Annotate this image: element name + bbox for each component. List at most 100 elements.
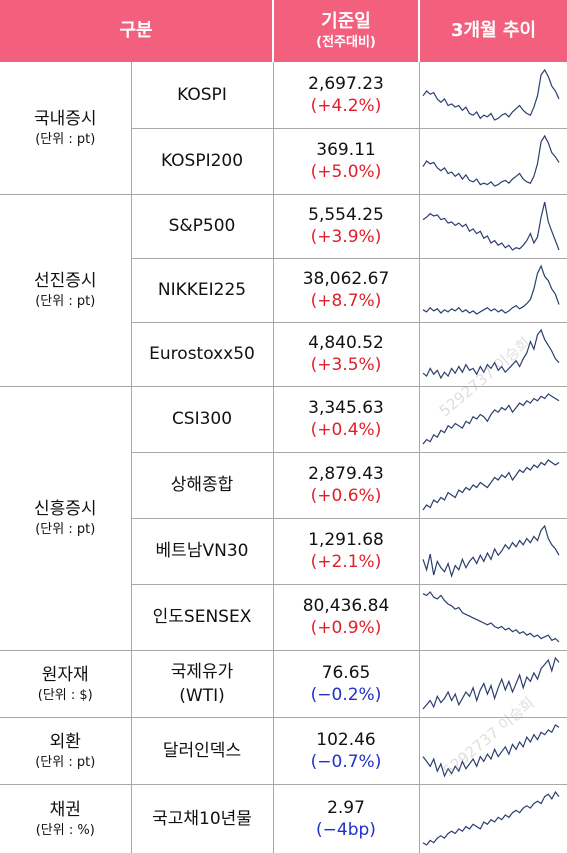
item-name: NIKKEI225 [157,280,247,300]
base-value: 5,554.25 [308,205,384,225]
sparkline-chart [421,524,560,579]
item-name: 인도SENSEX [152,607,252,627]
item-name-cell: 베트남VN30 [131,517,274,584]
base-value: 3,345.63 [308,398,384,418]
category-name: 국내증시 [33,108,97,129]
category-cell: 외환 (단위 : pt) [0,716,132,784]
item-name-cell: 달러인덱스 [131,716,274,784]
header-row: 구분 기준일 (전주대비) 3개월 추이 [0,0,567,62]
base-value: 2,879.43 [308,464,384,484]
item-name: 국제유가 [170,661,234,682]
item-name: 달러인덱스 [162,740,242,761]
table-row: 신흥증시 (단위 : pt) CSI300 3,345.63 (+0.4%) [0,385,567,650]
sparkline-chart [422,264,560,315]
sparkline-line [422,656,559,710]
sparkline-cell [419,583,567,650]
category-name: 신흥증시 [33,499,97,519]
table-row: NIKKEI225 38,062.67 (+8.7%) [0,257,567,322]
category-name: 채권 [49,799,81,820]
sparkline-line [421,134,560,187]
table-row: 베트남VN30 1,291.68 (+2.1%) [0,517,567,584]
value-cell: 2,879.43 (+0.6%) [273,451,420,518]
table-row: Eurostoxx50 4,840.52 (+3.5%) [0,321,567,386]
item-name-cell: NIKKEI225 [131,257,274,322]
sparkline-chart [422,68,560,121]
item-name-cell: Eurostoxx50 [131,321,274,386]
category-unit: (단위 : pt) [35,754,96,770]
sparkline-cell [419,451,567,518]
category-unit: (단위 : pt) [35,522,96,537]
item-name-cell: CSI300 [131,385,274,452]
sparkline-line [422,459,559,511]
category-cell: 선진증시 (단위 : pt) [0,193,132,386]
weekly-change: (+3.9%) [310,227,382,247]
item-name-cell: 국고채10년물 [131,783,274,853]
item-name: CSI300 [171,409,233,429]
header-category: 구분 [0,0,273,62]
weekly-change: (+3.5%) [310,355,382,375]
weekly-change: (+0.4%) [310,420,382,440]
table-row: 선진증시 (단위 : pt) S&P500 5,554.25 (+3.9%) [0,193,567,386]
value-cell: 369.11 (+5.0%) [273,127,420,194]
category-cell: 신흥증시 (단위 : pt) [0,385,132,650]
item-name: S&P500 [168,216,236,236]
item-name: Eurostoxx50 [149,344,255,364]
table-row: 국내증시 (단위 : pt) KOSPI 2,697.23 (+4.2%) [0,62,567,194]
weekly-change: (−4bp) [316,819,376,840]
table-row: 상해종합 2,879.43 (+0.6%) [0,451,567,518]
base-value: 2.97 [327,797,365,818]
weekly-change: (+0.9%) [310,618,382,638]
category-unit: (단위 : $) [37,687,93,703]
sparkline-line [422,328,559,380]
item-name: KOSPI [177,84,227,105]
item-name: 베트남VN30 [155,541,249,561]
sparkline-cell [419,385,567,452]
item-name-cell: KOSPI200 [131,127,274,194]
value-cell: 4,840.52 (+3.5%) [273,321,420,386]
table-row: 채권 (단위 : %) 국고채10년물 2.97 (−4bp) [0,783,567,853]
sparkline-chart [422,328,559,380]
table-row: 인도SENSEX 80,436.84 (+0.9%) [0,583,567,650]
base-value: 102.46 [316,729,376,750]
sparkline-cell [419,127,567,194]
sparkline-line [422,724,559,778]
value-cell: 1,291.68 (+2.1%) [273,517,420,584]
category-name: 선진증시 [33,271,97,291]
table-body: 국내증시 (단위 : pt) KOSPI 2,697.23 (+4.2%) KOSPI20… [0,62,567,853]
value-cell: 80,436.84 (+0.9%) [273,583,420,650]
sparkline-cell [419,321,567,386]
header-base-date: 기준일 (전주대비) [272,0,419,62]
table-row: KOSPI200 369.11 (+5.0%) [0,127,567,194]
item-name-cell: 인도SENSEX [131,583,274,650]
item-name-cell: 상해종합 [131,451,274,518]
table-row: 원자재 (단위 : $) 국제유가 (WTI) 76.65 (−0.2%) [0,649,567,717]
sparkline-chart [422,393,559,445]
base-value: 1,291.68 [308,530,384,550]
item-name: KOSPI200 [160,151,244,171]
item-name-cell: KOSPI [131,62,274,128]
weekly-change: (+5.0%) [310,162,382,182]
sparkline-cell [419,783,567,853]
sparkline-line [421,524,560,579]
weekly-change: (+4.2%) [310,95,382,116]
category-unit: (단위 : %) [35,822,95,838]
value-cell: 102.46 (−0.7%) [273,716,420,784]
base-value: 76.65 [321,662,371,683]
sparkline-chart [422,656,559,710]
sparkline-line [422,201,560,251]
sparkline-chart [422,724,559,778]
weekly-change: (−0.2%) [310,684,382,705]
sparkline-chart [422,201,560,251]
value-cell: 38,062.67 (+8.7%) [273,257,420,322]
item-name: (WTI) [179,685,225,706]
item-name-cell: 국제유가 (WTI) [131,649,274,717]
category-name: 원자재 [41,664,89,685]
value-cell: 2.97 (−4bp) [273,783,420,853]
value-cell: 76.65 (−0.2%) [273,649,420,717]
sparkline-cell [419,716,567,784]
header-trend: 3개월 추이 [418,0,567,62]
sparkline-cell [419,517,567,584]
value-cell: 2,697.23 (+4.2%) [273,62,420,128]
sparkline-cell [419,193,567,258]
sparkline-chart [422,791,559,847]
